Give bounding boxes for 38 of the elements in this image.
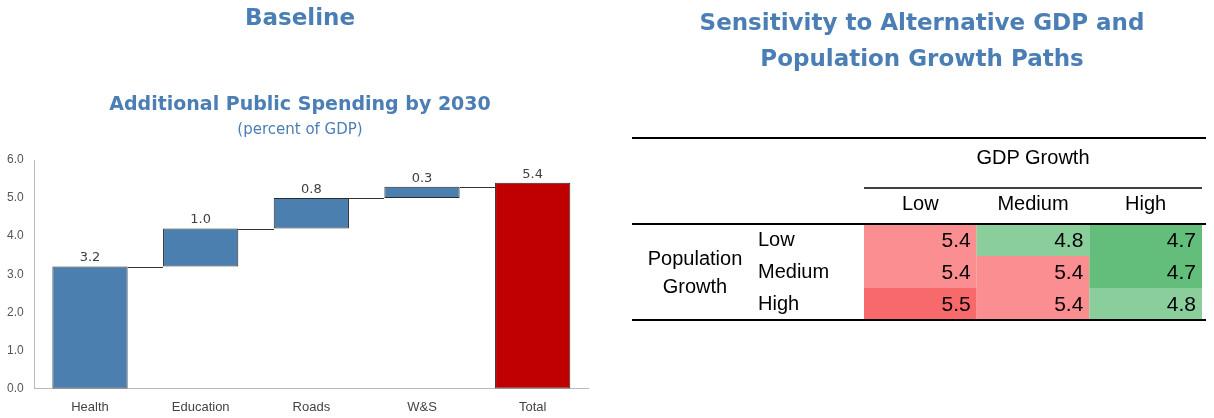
x-tick-label: High (1125, 191, 1167, 214)
y-tick-label: 6.0 (6, 152, 24, 167)
y-tick-label: 1.0 (6, 342, 24, 357)
x-tick-label: Health (71, 398, 109, 414)
data-label: 5.4 (941, 259, 971, 283)
chart-subtitle: Additional Public Spending by 2030 (108, 92, 492, 114)
y-tick-label: Low (758, 227, 796, 250)
data-label: 5.4 (941, 227, 971, 251)
y-tick-label: 4.0 (6, 228, 24, 243)
data-label: 1.0 (190, 211, 212, 227)
text: (percent of GDP) (236, 120, 364, 138)
data-label: 3.2 (79, 249, 101, 265)
data-label: 4.7 (1166, 227, 1196, 251)
y-tick-label: Medium (758, 259, 830, 282)
data-label: 4.8 (1054, 227, 1084, 251)
y-tick-label: 2.0 (6, 304, 24, 319)
data-label: 4.8 (1166, 291, 1196, 315)
y-tick-label: 5.0 (6, 190, 24, 205)
y-tick-label: 0.0 (6, 380, 24, 395)
x-axis-title: GDP Growth (976, 145, 1090, 168)
x-tick-label: Low (901, 191, 940, 214)
data-label: 5.4 (522, 165, 544, 181)
chart-title: Baseline (243, 4, 357, 30)
y-tick-label: 3.0 (6, 266, 24, 281)
data-label: 0.8 (301, 180, 322, 196)
x-tick-label: W&S (407, 398, 438, 414)
y-axis-title: Population Growth (646, 246, 744, 299)
x-tick-label: Total (518, 398, 547, 414)
data-label: 0.3 (411, 169, 433, 185)
data-label: 4.7 (1166, 259, 1196, 283)
y-tick-label: High (758, 291, 800, 314)
data-label: 5.4 (1054, 259, 1084, 283)
x-tick-label: Medium (997, 191, 1069, 214)
x-tick-label: Education (171, 398, 230, 414)
data-label: 5.4 (1054, 291, 1084, 315)
x-tick-label: Roads (292, 398, 331, 414)
chart-title: Sensitivity to Alternative GDP and Population Growth Paths (698, 8, 1146, 73)
data-label: 5.5 (941, 291, 971, 315)
